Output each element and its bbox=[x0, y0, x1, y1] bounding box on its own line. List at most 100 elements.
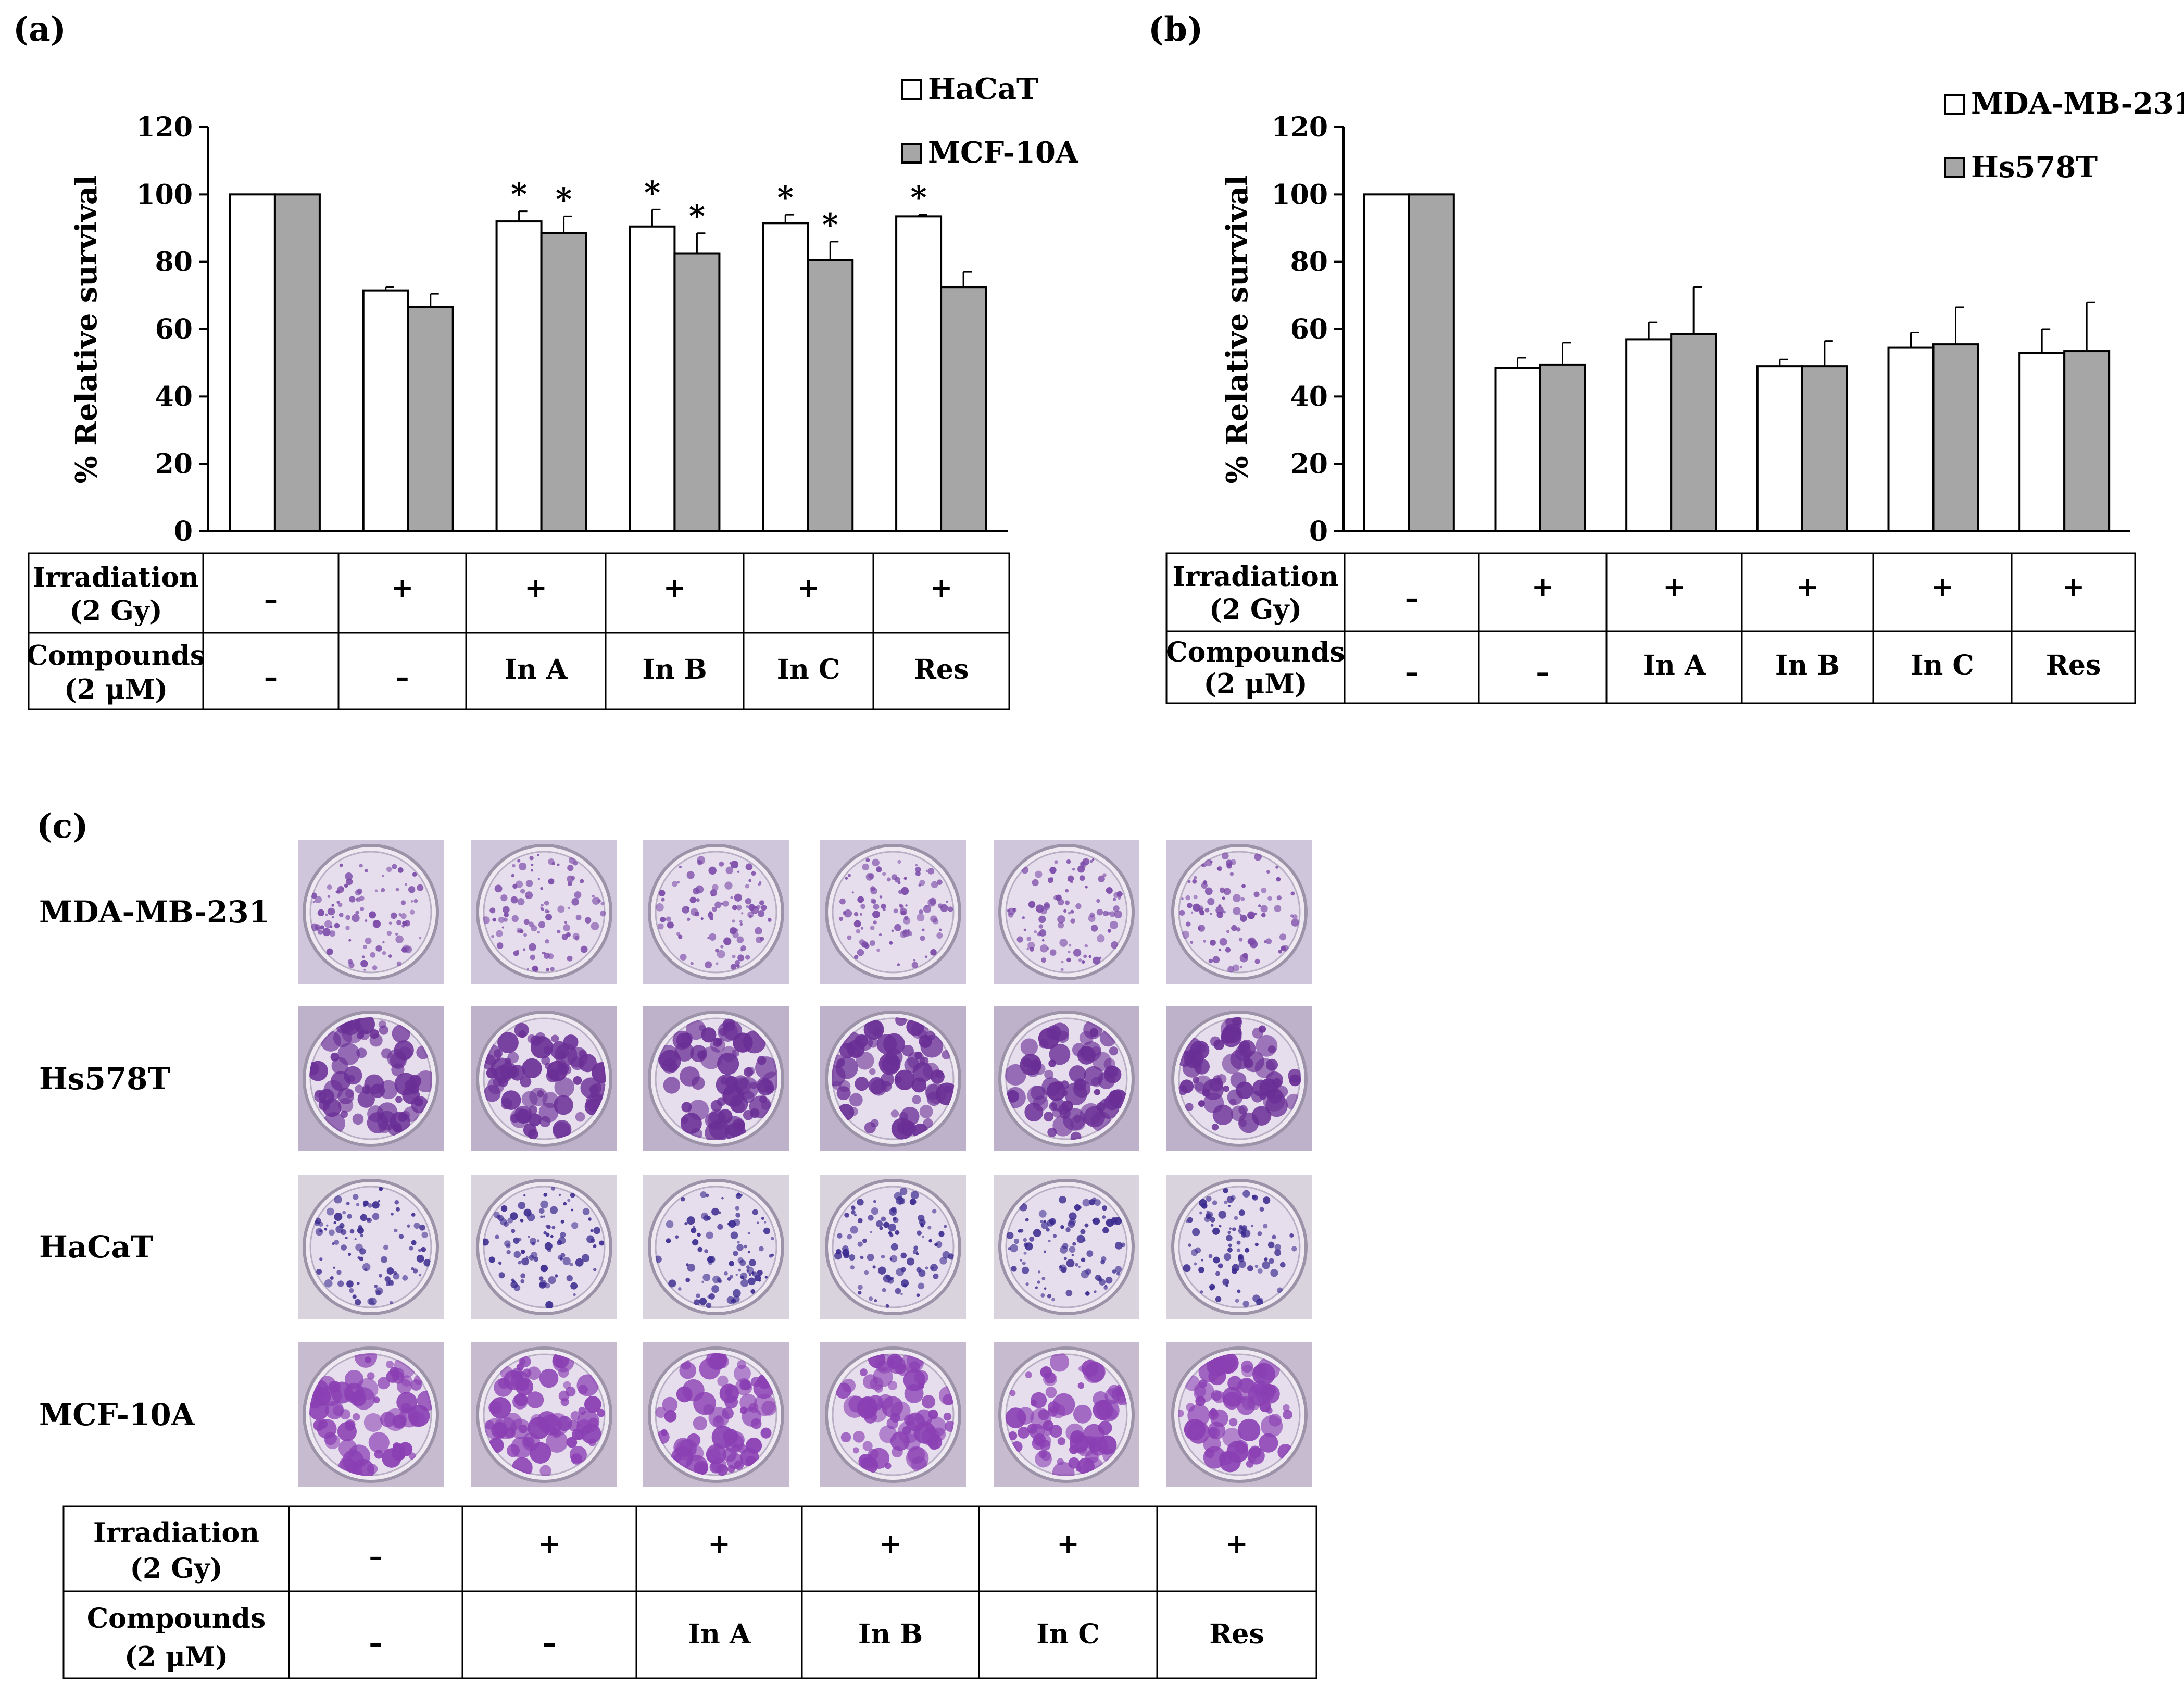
y-tick-label: 80 bbox=[155, 246, 193, 278]
irradiation-cell-0: – bbox=[1405, 583, 1419, 615]
bar-mcf-10a-2 bbox=[540, 232, 587, 532]
colony-image-grid: MDA-MB-231 Hs578T HaCaT MCF-10A bbox=[39, 840, 1312, 1487]
colony-spots bbox=[1006, 1195, 1126, 1302]
irradiation-cell-3: + bbox=[879, 1528, 902, 1560]
colony-plate-3-4 bbox=[994, 1342, 1139, 1487]
bar-hs578t-1 bbox=[1539, 363, 1586, 533]
colony-plate-1-2 bbox=[643, 1006, 789, 1151]
bar-mda-mb-231-5 bbox=[2018, 352, 2066, 532]
condition-table-b: Irradiation(2 Gy) Compounds(2 μM) – + + + + + – –… bbox=[1165, 552, 2136, 704]
legend-swatch-mcf-10a bbox=[901, 143, 922, 164]
compounds-cell-2: In A bbox=[688, 1618, 751, 1650]
y-tick-label: 120 bbox=[1271, 111, 1328, 143]
cell-line-label-mcf-10a: MCF-10A bbox=[39, 1397, 195, 1432]
colony-spots bbox=[656, 856, 772, 970]
table-border bbox=[1165, 552, 2136, 704]
irradiation-cell-0: – bbox=[369, 1541, 383, 1573]
compounds-cell-2: In A bbox=[1643, 650, 1706, 681]
compounds-cell-3: In B bbox=[1775, 650, 1840, 681]
cell-line-label-mda-mb-231: MDA-MB-231 bbox=[39, 894, 270, 930]
irradiation-cell-0: – bbox=[264, 584, 278, 616]
compounds-cell-0: – bbox=[1405, 657, 1419, 689]
colony-plate-0-5 bbox=[1166, 840, 1312, 984]
colony-spots bbox=[1179, 852, 1299, 973]
compounds-cell-0: – bbox=[264, 662, 278, 693]
bar-mda-mb-231-4 bbox=[1887, 346, 1935, 532]
irradiation-cell-3: + bbox=[663, 572, 686, 604]
bar-hacat-4 bbox=[762, 222, 809, 532]
row-label-irradiation: Irradiation bbox=[93, 1517, 259, 1549]
bar-mda-mb-231-3 bbox=[1756, 365, 1803, 533]
irradiation-cell-4: + bbox=[1057, 1528, 1080, 1560]
compounds-cell-0: – bbox=[369, 1627, 383, 1659]
bar-hs578t-4 bbox=[1932, 343, 1979, 532]
colony-spots bbox=[484, 1353, 606, 1476]
compounds-cell-4: In C bbox=[777, 654, 840, 685]
colony-spots bbox=[655, 1191, 774, 1308]
legend-swatch-hacat bbox=[901, 79, 922, 100]
colony-spots bbox=[483, 854, 606, 972]
bar-hacat-3 bbox=[629, 225, 676, 532]
row-label-irradiation-dose: (2 Gy) bbox=[130, 1553, 222, 1585]
compounds-cell-5: Res bbox=[2046, 650, 2101, 681]
bar-hacat-0 bbox=[229, 193, 276, 533]
compounds-cell-1: – bbox=[543, 1627, 556, 1659]
colony-plate-0-3 bbox=[820, 840, 966, 984]
irradiation-cell-2: + bbox=[524, 572, 547, 604]
bar-mda-mb-231-1 bbox=[1494, 367, 1541, 532]
bar-hs578t-2 bbox=[1670, 333, 1717, 532]
compounds-cell-1: – bbox=[396, 662, 409, 693]
legend-label-mda-mb-231: MDA-MB-231 bbox=[1971, 86, 2184, 121]
bar-mcf-10a-0 bbox=[273, 193, 321, 533]
y-tick-label: 20 bbox=[155, 448, 193, 480]
colony-plate-2-2 bbox=[643, 1175, 789, 1319]
colony-plate-3-3 bbox=[820, 1342, 966, 1487]
legend-swatch-mda-mb-231 bbox=[1944, 94, 1965, 115]
chart-a: 0 20 40 60 80 100 120 % Relative survival * * * * * *… bbox=[69, 72, 1079, 547]
compounds-cell-5: Res bbox=[914, 654, 969, 685]
compounds-cell-1: – bbox=[1536, 657, 1550, 689]
row-label-compounds: Compounds bbox=[87, 1603, 266, 1635]
bar-mcf-10a-3 bbox=[673, 252, 721, 532]
significance-marker: * bbox=[689, 198, 705, 235]
bar-mcf-10a-1 bbox=[407, 306, 454, 532]
y-tick-label: 100 bbox=[136, 179, 193, 210]
colony-plate-3-0 bbox=[298, 1342, 444, 1487]
significance-marker: * bbox=[511, 177, 527, 213]
legend-label-hs578t: Hs578T bbox=[1971, 150, 2098, 184]
significance-marker: * bbox=[777, 180, 794, 216]
colony-spots bbox=[835, 1353, 955, 1474]
bar-mda-mb-231-2 bbox=[1625, 338, 1673, 533]
row-label-irradiation: Irradiation bbox=[33, 562, 199, 593]
compounds-cell-4: In C bbox=[1036, 1618, 1100, 1650]
plate-well bbox=[655, 851, 777, 974]
colony-spots bbox=[309, 1353, 432, 1476]
colony-plate-0-4 bbox=[994, 840, 1139, 984]
colony-plate-0-2 bbox=[643, 840, 789, 984]
significance-marker: * bbox=[822, 207, 838, 243]
irradiation-cell-1: + bbox=[1532, 571, 1554, 603]
y-tick-label: 60 bbox=[1290, 314, 1328, 345]
y-tick-label: 0 bbox=[174, 516, 193, 547]
panel-a-label: (a) bbox=[13, 10, 66, 49]
bar-hs578t-3 bbox=[1801, 365, 1848, 533]
panel-c-label: (c) bbox=[36, 807, 89, 846]
colony-spots bbox=[310, 863, 424, 971]
y-tick-label: 40 bbox=[1290, 381, 1328, 413]
irradiation-cell-5: + bbox=[2062, 571, 2085, 603]
legend-label-hacat: HaCaT bbox=[928, 72, 1038, 106]
irradiation-cell-2: + bbox=[1663, 571, 1686, 603]
bar-hacat-1 bbox=[362, 289, 409, 533]
chart-b: 0 20 40 60 80 100 120 % Relative survival MDA-MB… bbox=[1220, 86, 2184, 547]
y-axis-label: % Relative survival bbox=[69, 175, 104, 484]
cell-line-label-hacat: HaCaT bbox=[39, 1229, 153, 1265]
colony-plate-2-3 bbox=[820, 1175, 966, 1319]
irradiation-cell-2: + bbox=[708, 1528, 731, 1560]
irradiation-cell-5: + bbox=[1225, 1528, 1248, 1560]
row-label-irradiation: Irradiation bbox=[1173, 561, 1339, 593]
compounds-cell-5: Res bbox=[1209, 1618, 1264, 1650]
colony-plate-2-5 bbox=[1166, 1175, 1312, 1319]
y-tick-label: 80 bbox=[1290, 246, 1328, 278]
colony-plate-1-4 bbox=[994, 1006, 1139, 1151]
colony-spots bbox=[656, 1018, 777, 1140]
